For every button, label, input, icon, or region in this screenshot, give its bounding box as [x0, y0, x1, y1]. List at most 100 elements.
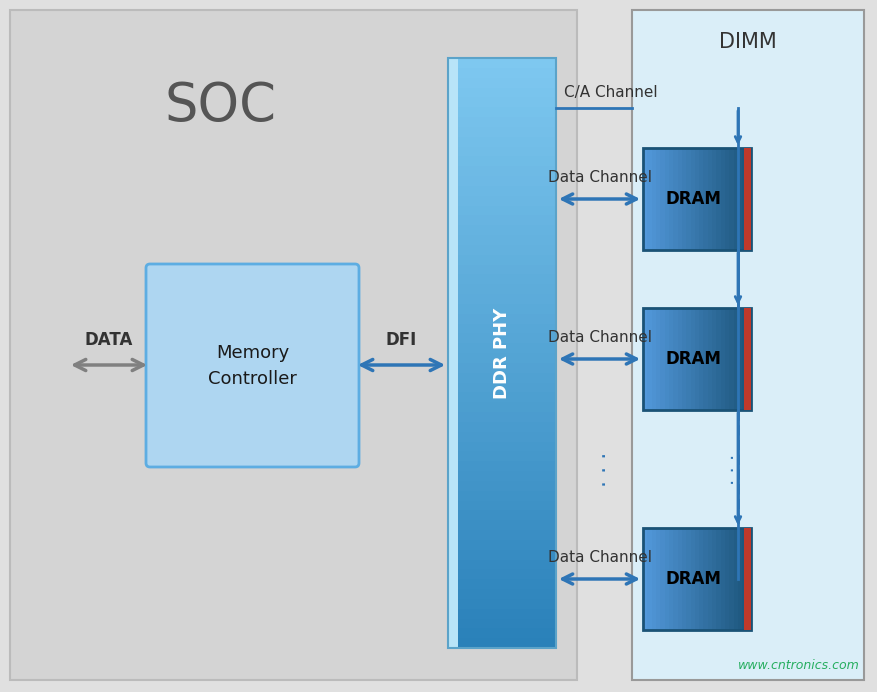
- Bar: [647, 308, 652, 410]
- Bar: [682, 148, 688, 250]
- Text: Data Channel: Data Channel: [547, 550, 652, 565]
- Bar: [643, 148, 751, 250]
- Bar: [665, 148, 670, 250]
- Bar: [448, 560, 556, 570]
- Bar: [448, 284, 556, 295]
- Bar: [448, 383, 556, 393]
- Bar: [708, 148, 713, 250]
- Bar: [686, 308, 692, 410]
- Bar: [656, 308, 661, 410]
- Bar: [448, 304, 556, 315]
- Bar: [448, 549, 556, 561]
- Bar: [712, 148, 717, 250]
- Bar: [674, 308, 679, 410]
- Bar: [734, 308, 739, 410]
- FancyArrowPatch shape: [563, 194, 637, 204]
- FancyArrowPatch shape: [361, 359, 441, 370]
- Bar: [448, 107, 556, 118]
- Text: DFI: DFI: [386, 331, 417, 349]
- Bar: [448, 353, 556, 364]
- Bar: [742, 308, 748, 410]
- Bar: [717, 528, 722, 630]
- Bar: [448, 461, 556, 472]
- Bar: [678, 308, 683, 410]
- Bar: [448, 432, 556, 442]
- Bar: [682, 308, 688, 410]
- Bar: [448, 500, 556, 511]
- Bar: [656, 148, 661, 250]
- Bar: [448, 638, 556, 649]
- Bar: [703, 308, 709, 410]
- Bar: [448, 422, 556, 432]
- Bar: [448, 609, 556, 619]
- Bar: [699, 528, 704, 630]
- Bar: [448, 225, 556, 236]
- Bar: [690, 308, 695, 410]
- Text: Memory: Memory: [216, 343, 289, 361]
- Bar: [448, 313, 556, 325]
- Text: Data Channel: Data Channel: [547, 170, 652, 185]
- Bar: [699, 308, 704, 410]
- Bar: [660, 148, 666, 250]
- Bar: [448, 235, 556, 246]
- Text: DRAM: DRAM: [666, 190, 722, 208]
- Bar: [721, 148, 726, 250]
- Bar: [448, 363, 556, 374]
- Bar: [448, 570, 556, 580]
- Bar: [674, 148, 679, 250]
- Bar: [448, 245, 556, 255]
- Bar: [448, 579, 556, 590]
- Bar: [742, 528, 748, 630]
- Bar: [678, 528, 683, 630]
- Bar: [695, 308, 700, 410]
- Bar: [703, 528, 709, 630]
- Text: Data Channel: Data Channel: [547, 330, 652, 345]
- Bar: [744, 148, 751, 250]
- Bar: [734, 528, 739, 630]
- Bar: [448, 471, 556, 482]
- Bar: [448, 491, 556, 502]
- Bar: [632, 10, 864, 680]
- Bar: [448, 402, 556, 413]
- FancyArrowPatch shape: [563, 574, 637, 584]
- Bar: [717, 148, 722, 250]
- Bar: [742, 148, 748, 250]
- Bar: [448, 520, 556, 531]
- Text: DATA: DATA: [85, 331, 133, 349]
- Bar: [682, 528, 688, 630]
- Bar: [708, 528, 713, 630]
- Bar: [643, 308, 648, 410]
- Bar: [448, 156, 556, 167]
- Bar: [448, 98, 556, 108]
- Bar: [665, 528, 670, 630]
- Bar: [448, 78, 556, 89]
- Bar: [746, 308, 752, 410]
- Text: . . .: . . .: [718, 453, 738, 484]
- Bar: [643, 528, 751, 630]
- Text: SOC: SOC: [164, 80, 276, 132]
- Bar: [448, 628, 556, 639]
- Bar: [730, 148, 735, 250]
- Bar: [746, 528, 752, 630]
- FancyArrowPatch shape: [75, 359, 143, 370]
- Bar: [660, 308, 666, 410]
- Bar: [448, 323, 556, 334]
- Bar: [448, 599, 556, 610]
- Bar: [448, 373, 556, 383]
- Bar: [448, 127, 556, 138]
- Bar: [448, 530, 556, 541]
- Bar: [730, 528, 735, 630]
- Bar: [448, 589, 556, 600]
- Bar: [686, 528, 692, 630]
- Bar: [652, 528, 657, 630]
- Bar: [643, 528, 648, 630]
- Bar: [448, 510, 556, 521]
- Bar: [717, 308, 722, 410]
- Bar: [643, 308, 751, 410]
- Bar: [725, 148, 731, 250]
- Bar: [725, 308, 731, 410]
- Bar: [708, 308, 713, 410]
- Bar: [647, 528, 652, 630]
- Bar: [448, 215, 556, 226]
- Bar: [448, 58, 458, 648]
